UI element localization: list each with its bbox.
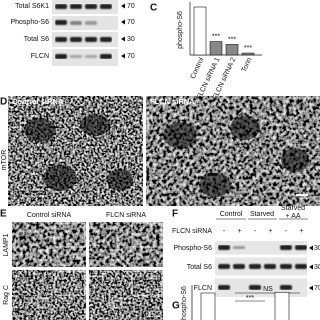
- y-axis-label: phospho-S6: [181, 286, 188, 320]
- marker-arrow: [121, 19, 125, 25]
- group-label: Starved + AA: [281, 205, 305, 220]
- panel-f-blot: [215, 218, 308, 297]
- condition-label: Control siRNA: [12, 97, 64, 106]
- bar: [241, 52, 255, 56]
- treatment-label: FLCN siRNA: [172, 228, 212, 235]
- row-label: Total S6: [187, 264, 212, 271]
- comparison: NS: [263, 286, 273, 293]
- panel-letter: G: [172, 301, 180, 312]
- treatment-state: -: [254, 228, 257, 235]
- treatment-state: +: [299, 228, 303, 235]
- row-label: Phospho-S6: [10, 19, 49, 26]
- category-label: Torin: [241, 57, 254, 74]
- panel-letter: F: [172, 209, 178, 220]
- treatment-state: -: [285, 228, 288, 235]
- row-label: Total S6K1: [15, 3, 49, 10]
- treatment-state: +: [268, 228, 272, 235]
- category-label: Control: [190, 56, 206, 80]
- marker-arrow: [121, 36, 125, 42]
- marker-arrow: [309, 264, 313, 270]
- panel-e-images: [12, 222, 163, 320]
- marker-arrow: [309, 245, 313, 251]
- marker-label: 70: [127, 3, 135, 10]
- panel-letter: D: [0, 97, 7, 108]
- bar: [193, 6, 207, 56]
- marker-arrow: [121, 3, 125, 9]
- condition-label: FLCN siRNA: [106, 212, 146, 219]
- row-label: Total S6: [24, 36, 49, 43]
- stain-label: LAMP1: [3, 233, 10, 256]
- condition-label: Control siRNA: [27, 212, 72, 219]
- marker-arrow: [121, 53, 125, 59]
- bar: [200, 292, 216, 320]
- row-label: Phospho-S6: [173, 245, 212, 252]
- panel-d-images: [8, 96, 320, 206]
- marker-label: 70: [314, 285, 320, 292]
- significance: ***: [228, 36, 236, 43]
- marker-label: 70: [127, 19, 135, 26]
- significance: ***: [244, 45, 252, 52]
- bar: [225, 44, 239, 56]
- panel-a: [52, 0, 118, 66]
- significance: ***: [212, 33, 220, 40]
- marker-arrow: [309, 285, 313, 291]
- stain-label: mTOR: [1, 150, 8, 170]
- bar: [209, 41, 223, 56]
- group-label: Control: [220, 211, 243, 218]
- marker-label: 30: [314, 245, 320, 252]
- stain-label: Rag C: [3, 285, 10, 305]
- marker-label: 30: [127, 36, 135, 43]
- bar: [274, 291, 290, 320]
- treatment-state: -: [223, 228, 226, 235]
- row-label: FLCN: [31, 53, 49, 60]
- panel-letter: C: [150, 3, 157, 14]
- group-label: Starved: [250, 211, 274, 218]
- marker-label: 30: [314, 264, 320, 271]
- condition-label: FLCN siRNA: [150, 97, 195, 106]
- marker-label: 70: [127, 53, 135, 60]
- row-label: FLCN: [194, 285, 212, 292]
- treatment-state: +: [237, 228, 241, 235]
- y-axis-label: phospho-S6: [177, 11, 184, 49]
- panel-letter: E: [0, 209, 7, 220]
- comparison: ***: [246, 295, 254, 302]
